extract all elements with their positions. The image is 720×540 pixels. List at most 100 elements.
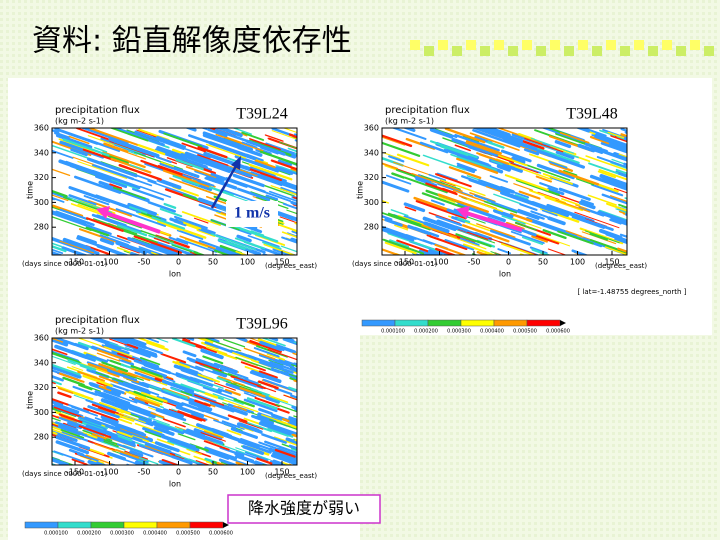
streak	[439, 179, 486, 197]
colorbar-label: 0.000500	[176, 531, 200, 537]
streak	[288, 386, 297, 392]
streak	[278, 170, 291, 176]
streak	[89, 448, 105, 456]
streak	[97, 407, 135, 422]
streak	[222, 353, 238, 360]
streak	[382, 248, 402, 255]
streak	[615, 170, 627, 177]
streak	[222, 338, 246, 348]
streak	[68, 135, 90, 145]
streak	[77, 160, 128, 180]
streak	[204, 446, 238, 461]
streak	[122, 338, 146, 347]
y-tick-label: 320	[34, 383, 49, 392]
streaks	[52, 128, 297, 255]
streak	[189, 376, 214, 387]
streak	[224, 388, 241, 396]
streak	[179, 361, 204, 372]
streak	[234, 168, 253, 178]
streak	[104, 343, 130, 355]
streak	[496, 164, 512, 172]
streak	[261, 433, 287, 444]
decor-square	[704, 46, 714, 56]
streak	[103, 142, 129, 153]
streak	[196, 154, 229, 167]
streak	[117, 224, 148, 237]
streak	[58, 413, 83, 424]
streak	[213, 441, 246, 454]
streak	[154, 441, 180, 453]
colorbar: 0.000100 0.000200 0.000300 0.000400 0.000500…	[361, 319, 570, 335]
streak	[559, 132, 590, 144]
plot-frame	[51, 127, 298, 256]
streak	[72, 391, 94, 401]
streak	[175, 158, 204, 171]
streak	[587, 194, 617, 206]
streak	[184, 338, 195, 341]
streak	[236, 145, 263, 157]
streak	[52, 374, 64, 382]
streak	[144, 445, 173, 456]
streak	[515, 179, 560, 196]
streak	[292, 229, 297, 233]
streak	[241, 141, 258, 149]
streak	[455, 233, 492, 248]
streak	[156, 438, 175, 446]
streak	[117, 430, 133, 438]
streak	[247, 234, 280, 248]
streak	[132, 132, 165, 147]
streak	[138, 444, 175, 459]
streak	[469, 132, 520, 151]
streak	[112, 403, 127, 410]
streak	[565, 230, 583, 237]
streak	[120, 363, 146, 374]
streak	[109, 342, 129, 351]
streak	[451, 216, 466, 223]
streak	[172, 381, 199, 392]
streak	[544, 196, 584, 212]
streak	[444, 238, 475, 251]
streak	[500, 149, 532, 163]
streak	[501, 215, 526, 225]
streak	[385, 174, 412, 185]
streak	[269, 190, 297, 203]
x-left-note: (days since 0000-01-01)	[22, 470, 108, 478]
streak	[290, 447, 297, 452]
x-tick-label: 0	[176, 468, 181, 477]
streak	[82, 374, 113, 388]
streak	[52, 189, 68, 198]
streak	[502, 136, 538, 151]
arrow	[105, 211, 161, 234]
streak	[52, 338, 64, 343]
streak	[246, 397, 278, 410]
streak	[584, 142, 608, 153]
streak	[382, 136, 406, 146]
streak	[77, 382, 101, 392]
colorbar-label: 0.000100	[44, 531, 68, 537]
streak	[425, 182, 458, 196]
streak	[106, 385, 125, 395]
streaks	[52, 338, 297, 465]
streak	[168, 236, 189, 245]
streak	[147, 201, 176, 213]
streak	[184, 151, 234, 172]
streak	[82, 432, 98, 439]
streak	[258, 353, 295, 368]
streak	[155, 156, 172, 163]
streak	[275, 166, 294, 175]
streak	[428, 173, 447, 182]
streak	[279, 216, 297, 224]
streak	[116, 443, 154, 458]
streak	[205, 176, 238, 190]
streak	[219, 367, 249, 380]
streak	[212, 429, 237, 441]
streak	[148, 417, 170, 426]
streak	[98, 363, 117, 371]
colorbar-label: 0.000300	[110, 531, 134, 537]
streak	[617, 247, 627, 253]
x-tick-label: -50	[137, 468, 150, 477]
plot-title: precipitation flux	[55, 105, 140, 116]
streak	[540, 207, 580, 223]
streak	[215, 247, 239, 255]
streak	[236, 234, 252, 243]
